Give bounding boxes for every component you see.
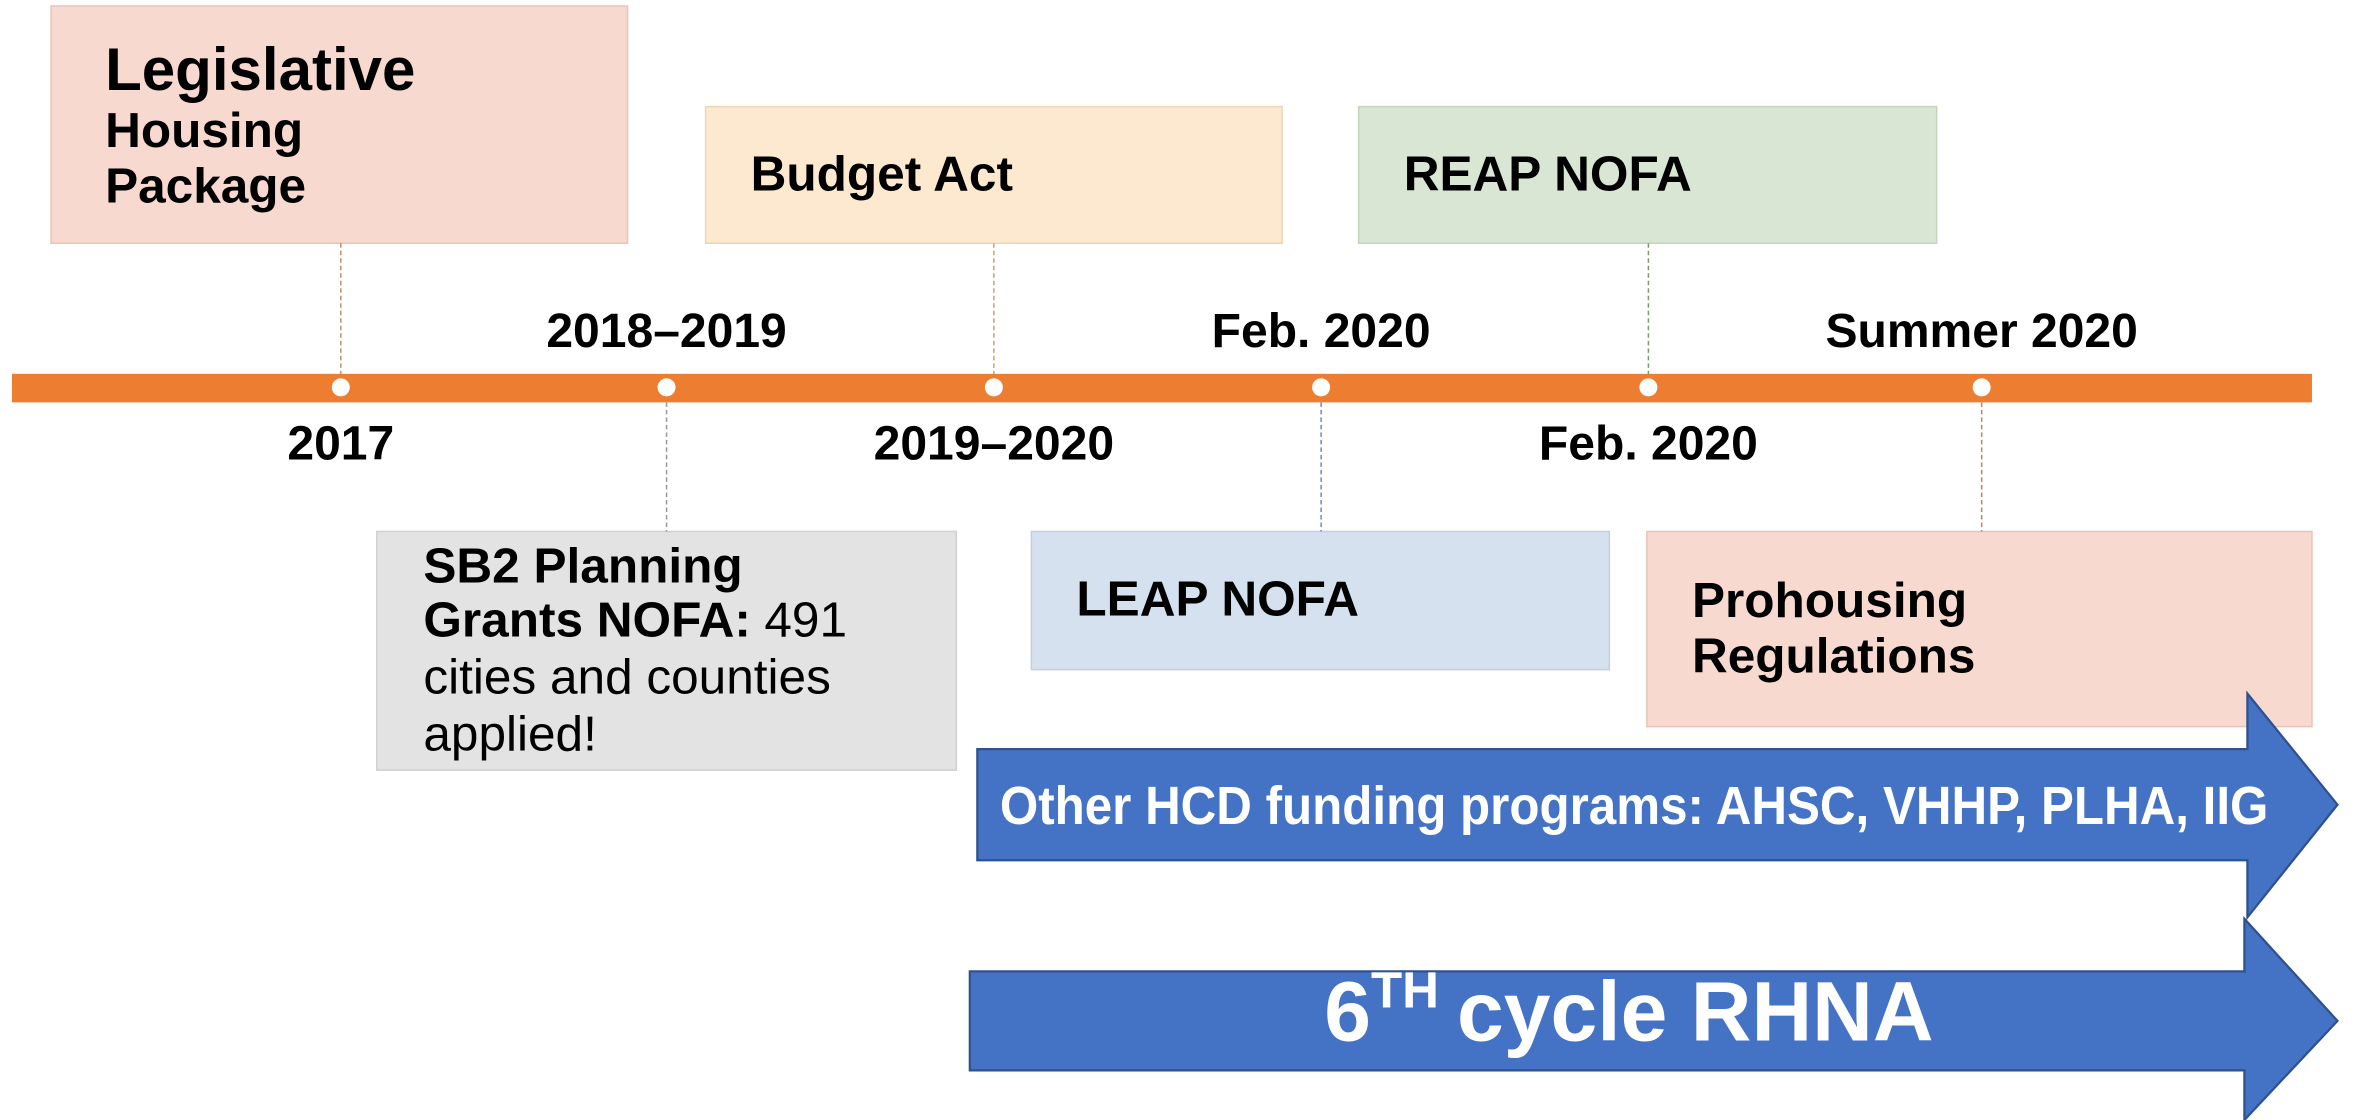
arrow: [968, 915, 2340, 1120]
date-label: 2017: [287, 417, 394, 470]
arrow: [976, 690, 2339, 921]
box-title: Package: [105, 159, 306, 214]
box-title: Regulations: [1692, 629, 1975, 684]
box-title: Grants NOFA:: [423, 593, 751, 648]
date-label: 2018–2019: [546, 305, 786, 358]
date-label: Feb. 2020: [1212, 305, 1431, 358]
leap-box: [1030, 530, 1611, 671]
box-title: LEAP NOFA: [1076, 572, 1359, 627]
arrow-label: Other HCD funding programs: AHSC, VHHP, …: [1000, 776, 2269, 836]
arrow-text: cycle RHNA: [1457, 964, 1934, 1058]
box-detail: 491: [764, 593, 847, 648]
legislative-box: [50, 5, 629, 244]
sb2-box: [376, 530, 958, 771]
date-label: Summer 2020: [1825, 305, 2137, 358]
box-text: Grants NOFA: 491: [423, 593, 847, 648]
prohousing-box: [1646, 530, 2313, 728]
date-label: Feb. 2020: [1539, 417, 1758, 470]
timeline-dot: [1312, 378, 1331, 397]
timeline-dot: [331, 378, 350, 397]
timeline-dot: [1639, 378, 1658, 397]
budget-box: [704, 105, 1283, 244]
box-title: Legislative: [105, 36, 415, 103]
box-detail: cities and counties: [423, 650, 831, 705]
box-title: Prohousing: [1692, 573, 1967, 628]
timeline-dot: [657, 378, 676, 397]
box-title: SB2 Planning: [423, 539, 742, 594]
arrow-label: 6TH cycle RHNA: [1324, 961, 1933, 1058]
timeline-dot: [984, 378, 1003, 397]
timeline-bar: [12, 373, 2312, 403]
box-title: Budget Act: [751, 147, 1013, 202]
timeline-dot: [1972, 378, 1991, 397]
arrow-superscript: TH: [1371, 961, 1439, 1018]
box-title: REAP NOFA: [1404, 147, 1692, 202]
box-detail: applied!: [423, 707, 597, 762]
reap-box: [1357, 105, 1938, 244]
arrow-number: 6: [1324, 964, 1371, 1058]
date-label: 2019–2020: [874, 417, 1114, 470]
box-title: Housing: [105, 103, 303, 158]
